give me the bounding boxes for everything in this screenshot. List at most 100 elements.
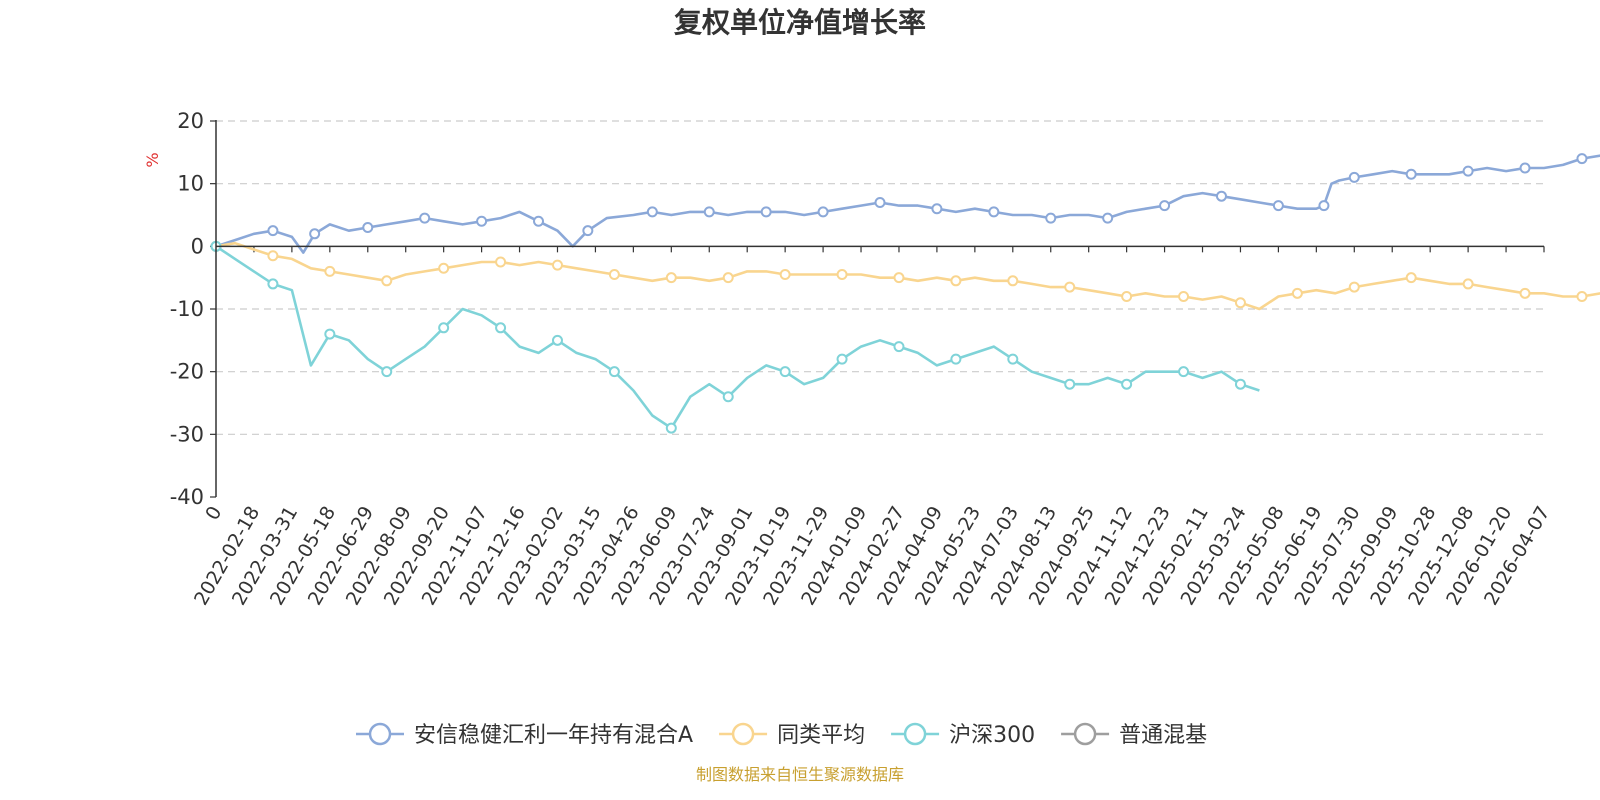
data-point — [646, 206, 658, 218]
legend-marker — [731, 722, 755, 746]
legend-item[interactable]: 普通混基 — [1061, 722, 1207, 748]
data-point — [495, 256, 507, 268]
grid-lines — [216, 120, 1544, 435]
legend-marker — [368, 722, 392, 746]
series-line — [215, 154, 1600, 254]
data-point — [476, 215, 488, 227]
data-point — [1178, 290, 1190, 302]
data-point — [931, 203, 943, 215]
data-point — [1519, 287, 1531, 299]
data-point — [582, 225, 594, 237]
data-point — [1576, 290, 1588, 302]
data-point — [381, 366, 393, 378]
series-line — [215, 241, 1600, 311]
series-1 — [210, 240, 1600, 311]
legend-label: 沪深300 — [949, 723, 1035, 748]
legend-label: 普通混基 — [1119, 723, 1207, 748]
data-point — [551, 259, 563, 271]
data-point — [779, 366, 791, 378]
data-point — [836, 269, 848, 281]
y-tick-label: -30 — [170, 422, 204, 446]
data-point — [1272, 200, 1284, 212]
y-tick-label: 10 — [177, 172, 204, 196]
data-point — [950, 275, 962, 287]
y-tick-label: -10 — [170, 297, 204, 321]
data-point — [950, 353, 962, 365]
x-tick-label: 0 — [201, 503, 226, 524]
y-tick-label: 20 — [177, 109, 204, 133]
data-point — [1348, 171, 1360, 183]
data-point — [836, 353, 848, 365]
data-point — [551, 334, 563, 346]
data-point — [1576, 153, 1588, 165]
data-point — [1102, 212, 1114, 224]
legend-label: 安信稳健汇利一年持有混合A — [414, 723, 693, 748]
data-point — [608, 366, 620, 378]
data-point — [1348, 281, 1360, 293]
data-point — [1405, 272, 1417, 284]
data-point — [1045, 212, 1057, 224]
legend-label: 同类平均 — [777, 723, 865, 748]
y-tick-label: 0 — [191, 234, 204, 258]
data-point — [1064, 378, 1076, 390]
data-point — [1159, 200, 1171, 212]
y-tick-label: -20 — [170, 360, 204, 384]
data-point — [309, 228, 321, 240]
data-point — [438, 262, 450, 274]
legend-marker — [1073, 722, 1097, 746]
legend-marker — [903, 722, 927, 746]
series-2 — [210, 240, 1260, 434]
data-point — [267, 278, 279, 290]
chart-title: 复权单位净值增长率 — [674, 6, 926, 39]
data-point — [703, 206, 715, 218]
data-point — [324, 328, 336, 340]
data-point — [665, 422, 677, 434]
data-point — [779, 269, 791, 281]
data-point — [1462, 165, 1474, 177]
y-axis-ticks: 20 10 0 -10 -20 -30 -40 — [170, 109, 216, 509]
data-point — [1215, 190, 1227, 202]
data-point — [362, 222, 374, 234]
data-point — [1405, 168, 1417, 180]
data-point — [893, 341, 905, 353]
data-point — [608, 269, 620, 281]
data-point — [1318, 200, 1330, 212]
data-point — [1178, 366, 1190, 378]
data-point — [419, 212, 431, 224]
data-point — [988, 206, 1000, 218]
data-point — [874, 196, 886, 208]
data-point — [1291, 287, 1303, 299]
data-point — [1007, 275, 1019, 287]
data-point — [438, 322, 450, 334]
data-point — [760, 206, 772, 218]
x-axis-ticks: 02022-02-182022-03-312022-05-182022-06-2… — [190, 246, 1554, 609]
data-point — [722, 272, 734, 284]
data-point — [1121, 378, 1133, 390]
legend-item[interactable]: 同类平均 — [719, 722, 865, 748]
data-point — [893, 272, 905, 284]
axes — [215, 120, 1544, 497]
series-lines — [210, 153, 1600, 434]
data-point — [1234, 297, 1246, 309]
data-point — [1462, 278, 1474, 290]
data-point — [267, 225, 279, 237]
legend-item[interactable]: 安信稳健汇利一年持有混合A — [356, 722, 693, 748]
data-point — [533, 215, 545, 227]
data-point — [1064, 281, 1076, 293]
data-point — [1121, 290, 1133, 302]
data-point — [267, 250, 279, 262]
data-point — [665, 272, 677, 284]
data-source-note: 制图数据来自恒生聚源数据库 — [696, 765, 904, 784]
data-point — [324, 265, 336, 277]
data-point — [495, 322, 507, 334]
series-0 — [210, 153, 1600, 254]
data-point — [381, 275, 393, 287]
y-tick-label: -40 — [170, 485, 204, 509]
data-point — [722, 391, 734, 403]
y-axis-unit: % — [143, 152, 162, 167]
data-point — [1007, 353, 1019, 365]
legend-item[interactable]: 沪深300 — [891, 722, 1035, 748]
data-point — [1519, 162, 1531, 174]
legend[interactable]: 安信稳健汇利一年持有混合A 同类平均 沪深300 普通混基 — [356, 722, 1207, 748]
